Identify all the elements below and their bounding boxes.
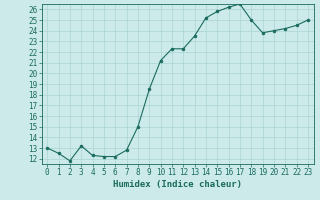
X-axis label: Humidex (Indice chaleur): Humidex (Indice chaleur)	[113, 180, 242, 189]
